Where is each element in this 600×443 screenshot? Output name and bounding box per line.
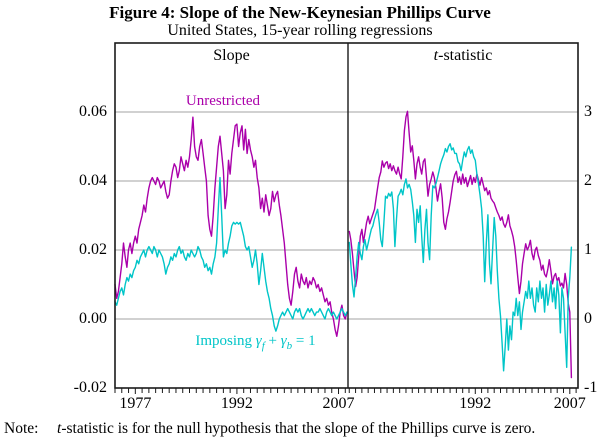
- gamma-f-subscript: f: [261, 340, 265, 352]
- figure-title: Figure 4: Slope of the New-Keynesian Phi…: [109, 3, 491, 22]
- gamma-f-symbol: γ: [255, 333, 262, 349]
- plot-frame: [114, 42, 579, 389]
- series-line-unrestricted: [348, 110, 573, 379]
- panel-header-tstat-text: -statistic: [438, 47, 493, 64]
- series-line-imposing: [114, 176, 348, 332]
- y-axis-label: 0.00: [79, 310, 107, 327]
- x-axis-label: 2007: [553, 395, 586, 412]
- series-label-unrestricted-text: Unrestricted: [185, 93, 261, 109]
- panel-header-tstat: t-statistic: [348, 47, 578, 65]
- series-line-unrestricted: [114, 116, 348, 337]
- x-axis-label: 1992: [220, 395, 253, 412]
- equals-one: = 1: [292, 333, 316, 349]
- note-text: t-statistic is for the null hypothesis t…: [57, 420, 535, 437]
- y-axis-label: 3: [584, 103, 592, 120]
- x-axis-label: 1992: [459, 395, 492, 412]
- plus-sign: +: [264, 333, 281, 349]
- note-italic-t: t: [57, 420, 62, 437]
- y-axis-label: 0.04: [79, 172, 107, 189]
- panel-header-tstat-italic-t: t: [433, 47, 439, 64]
- y-axis-label: 0.06: [79, 103, 107, 120]
- y-axis-label: -1: [584, 379, 598, 396]
- x-axis-label: 2007: [322, 395, 355, 412]
- y-axis-label: -0.02: [73, 379, 107, 396]
- series-line-imposing: [348, 142, 573, 372]
- series-label-imposing: Imposing γf + γb = 1: [168, 333, 343, 352]
- y-axis-label: 0.02: [79, 241, 107, 258]
- series-label-unrestricted: Unrestricted: [158, 93, 288, 110]
- x-axis-label: 1977: [119, 395, 152, 412]
- note-label: Note:: [4, 420, 39, 437]
- panel-header-slope: Slope: [115, 47, 348, 65]
- y-axis-label: 1: [584, 241, 592, 258]
- gamma-b-symbol: γ: [280, 333, 287, 349]
- y-axis-label: 2: [584, 172, 592, 189]
- panel-header-slope-text: Slope: [213, 47, 250, 64]
- note-body: -statistic is for the null hypothesis th…: [61, 420, 536, 437]
- y-axis-label: 0: [584, 310, 592, 327]
- figure-subtitle: United States, 15-year rolling regressio…: [167, 22, 433, 39]
- gamma-b-subscript: b: [286, 340, 293, 352]
- series-label-imposing-prefix: Imposing: [195, 333, 256, 349]
